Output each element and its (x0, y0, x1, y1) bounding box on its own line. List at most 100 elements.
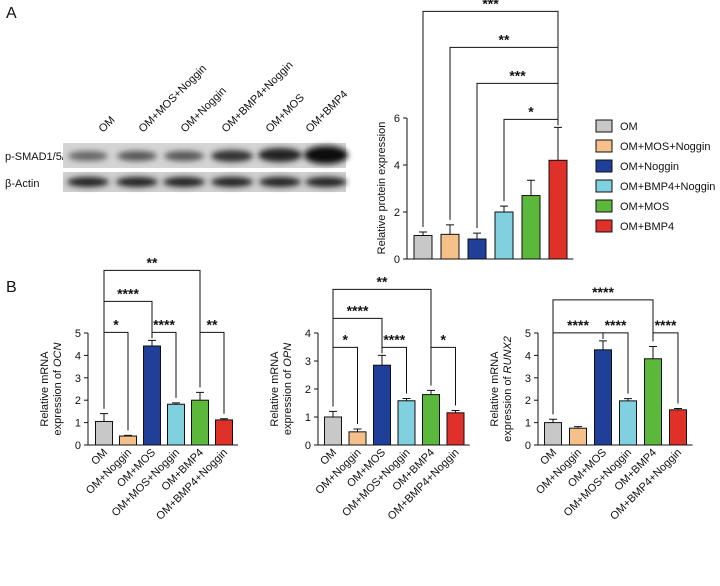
error-bar (124, 434, 132, 437)
y-tick-label: 1 (75, 418, 81, 430)
y-tick-label: 1 (525, 418, 531, 430)
legend-label: OM+BMP4+Noggin (620, 181, 715, 193)
error-bar (196, 391, 204, 401)
significance-label: **** (383, 331, 405, 347)
error-bar (427, 389, 435, 395)
significance-label: **** (592, 284, 614, 300)
significance-bracket (552, 299, 654, 415)
bar (594, 349, 612, 446)
significance-bracket (422, 10, 559, 227)
significance-label: *** (509, 67, 526, 83)
bar (397, 400, 416, 446)
significance-label: ** (377, 273, 388, 289)
panel-label: B (6, 279, 17, 296)
bar (167, 403, 185, 446)
error-bar (674, 407, 682, 410)
y-axis-label: Relative protein expression (376, 122, 388, 255)
error-bar (624, 398, 632, 401)
legend-label: OM+MOS (620, 201, 669, 213)
significance-bracket (332, 346, 358, 425)
y-tick-label: 4 (394, 160, 400, 172)
error-bar (500, 205, 508, 212)
blot: OM OM+MOS+Noggin OM+Noggin OM+BMP4+Noggi… (5, 59, 350, 192)
error-bar (220, 418, 228, 420)
bar (669, 409, 687, 446)
bar (569, 427, 587, 446)
y-tick-label: 2 (394, 207, 400, 219)
y-tick-label: 6 (394, 113, 400, 125)
bar (544, 422, 562, 446)
error-bar (527, 179, 535, 196)
gene-name: OCN (52, 343, 64, 368)
y-tick-label: 3 (305, 356, 311, 368)
error-bar (649, 345, 657, 359)
gene-name: RUNX2 (502, 336, 514, 373)
y-axis-label-line: expression of (52, 369, 64, 435)
significance-label: **** (117, 285, 139, 301)
y-axis-label: Relative mRNAexpression of RUNX2 (489, 336, 514, 442)
error-bar (378, 354, 386, 366)
y-tick-label: 5 (525, 328, 531, 340)
error-bar (419, 231, 427, 236)
y-tick-label: 2 (525, 395, 531, 407)
error-bar (100, 413, 108, 422)
bar (619, 400, 637, 446)
significance-bracket (103, 269, 201, 409)
y-axis-label: Relative mRNAexpression ofOCN (39, 343, 64, 436)
significance-label: *** (482, 0, 499, 11)
error-bar (451, 410, 460, 413)
y-axis-label: Relative mRNAexpression of OPN (269, 343, 294, 435)
y-tick-label: 0 (305, 440, 311, 452)
bar (494, 211, 514, 260)
bar (348, 431, 367, 446)
error-bar (599, 340, 607, 350)
error-bar (148, 339, 156, 346)
gene-name: OPN (282, 343, 294, 367)
panel-label: A (6, 5, 17, 22)
significance-bracket (476, 82, 559, 229)
bar (373, 364, 391, 446)
y-tick-label: 0 (75, 440, 81, 452)
row-label: β-Actin (5, 178, 39, 190)
significance-label: ** (499, 31, 510, 47)
error-bar (353, 428, 362, 432)
legend-swatch (595, 199, 613, 213)
lane-label: OM+BMP4 (304, 88, 351, 135)
y-tick-label: 4 (305, 328, 311, 340)
bands (67, 146, 348, 187)
legend-swatch (595, 139, 613, 153)
y-tick-label: 4 (75, 350, 81, 362)
y-axis-label-line: Relative mRNA (269, 351, 281, 427)
y-tick-label: 0 (394, 254, 400, 266)
lane-label: OM (97, 114, 118, 135)
error-bar (554, 126, 562, 161)
y-axis-label-line: expression of (502, 375, 514, 441)
significance-label: * (528, 103, 534, 119)
error-bar (549, 418, 557, 423)
y-axis-label-line: Relative mRNA (39, 351, 51, 427)
y-tick-label: 0 (525, 440, 531, 452)
y-axis-label-line: expression of (282, 369, 294, 435)
y-tick-label: 2 (305, 384, 311, 396)
error-bar (172, 402, 180, 405)
legend-label: OM+Noggin (620, 161, 679, 173)
row-label: p-SMAD1/5/9 (5, 151, 71, 163)
significance-bracket (103, 331, 129, 431)
significance-label: **** (605, 317, 627, 333)
y-tick-label: 2 (75, 395, 81, 407)
significance-label: * (113, 316, 119, 332)
bar (548, 159, 568, 260)
bar (521, 195, 541, 260)
y-tick-label: 4 (525, 350, 531, 362)
bar (413, 235, 433, 260)
bar (191, 399, 209, 446)
significance-label: **** (567, 317, 589, 333)
y-axis-label-line: Relative mRNA (489, 351, 501, 427)
lane-label: OM+MOS (264, 92, 307, 135)
significance-label: **** (153, 316, 175, 332)
significance-label: * (343, 331, 349, 347)
error-bar (329, 410, 337, 417)
y-tick-label: 3 (525, 373, 531, 385)
bar (467, 238, 487, 260)
